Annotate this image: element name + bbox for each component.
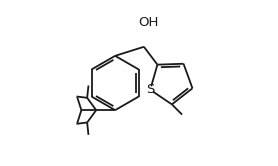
Text: OH: OH [138, 16, 159, 29]
Text: S: S [146, 83, 154, 96]
